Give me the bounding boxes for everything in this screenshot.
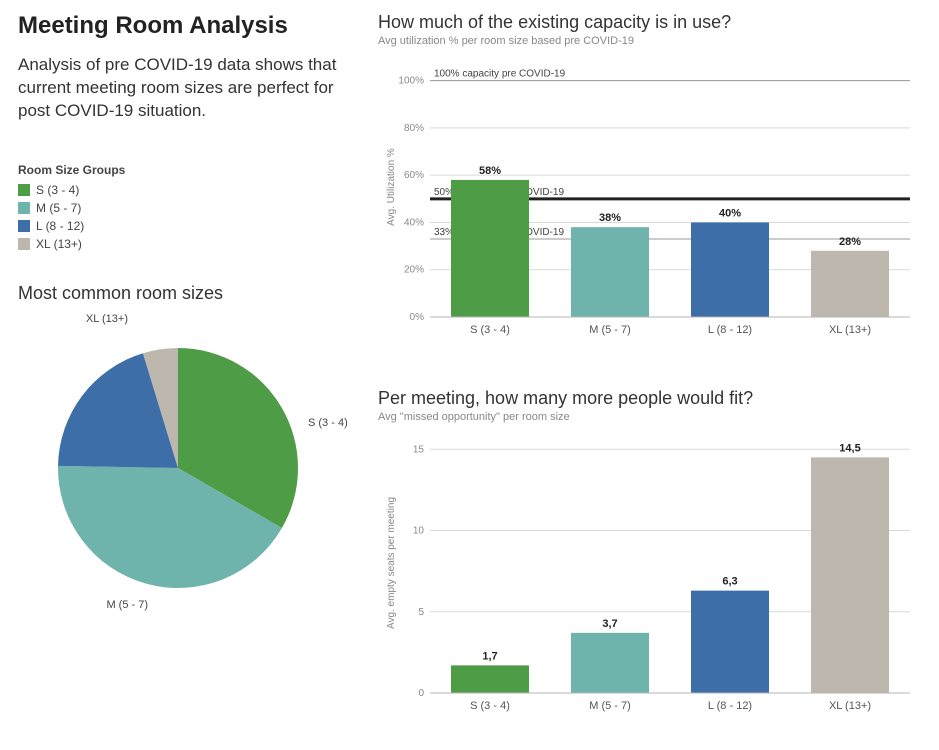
- legend-swatch: [18, 184, 30, 196]
- y-axis-label: Avg. Utilization %: [386, 148, 397, 226]
- left-column: Meeting Room Analysis Analysis of pre CO…: [18, 12, 358, 633]
- bar-category-label: L (8 - 12): [708, 324, 752, 336]
- legend: Room Size Groups S (3 - 4) M (5 - 7) L (8 …: [18, 163, 358, 251]
- y-tick-label: 0: [418, 688, 424, 699]
- bar-value-label: 3,7: [602, 618, 617, 630]
- bar-category-label: XL (13+): [829, 700, 871, 712]
- legend-item: S (3 - 4): [18, 183, 358, 197]
- reference-line-label: 100% capacity pre COVID-19: [434, 69, 566, 80]
- bar-category-label: S (3 - 4): [470, 700, 510, 712]
- legend-item: L (8 - 12): [18, 219, 358, 233]
- pie-slice-label: M (5 - 7): [106, 599, 148, 611]
- bar: [571, 227, 649, 317]
- pie-chart: S (3 - 4)M (5 - 7)L (8 - 12)XL (13+): [18, 308, 358, 628]
- legend-swatch: [18, 220, 30, 232]
- legend-swatch: [18, 238, 30, 250]
- legend-label: M (5 - 7): [36, 201, 81, 215]
- legend-label: L (8 - 12): [36, 219, 84, 233]
- utilization-bar-chart: 0% 20% 40% 60% 80% 100% 100% capacity pre COVI…: [378, 57, 923, 357]
- y-axis-label: Avg. empty seats per meeting: [386, 497, 397, 629]
- y-tick-label: 100%: [398, 76, 424, 87]
- bar: [691, 591, 769, 693]
- y-tick-label: 20%: [404, 265, 424, 276]
- bar: [571, 633, 649, 693]
- legend-title: Room Size Groups: [18, 163, 358, 177]
- legend-label: S (3 - 4): [36, 183, 79, 197]
- pie-slice-label: S (3 - 4): [308, 417, 348, 429]
- legend-label: XL (13+): [36, 237, 82, 251]
- bar-value-label: 1,7: [482, 650, 497, 662]
- bar: [451, 180, 529, 317]
- bar-category-label: M (5 - 7): [589, 700, 631, 712]
- bar: [451, 665, 529, 693]
- bar2-title: Per meeting, how many more people would …: [378, 388, 923, 409]
- y-tick-label: 15: [413, 444, 425, 455]
- empty-seats-bar-chart: 0 5 10 15 1,7 S (3 - 4) 3,7 M (5 - 7) 6,3 L (8 - …: [378, 433, 923, 733]
- y-tick-label: 5: [418, 607, 424, 618]
- legend-item: XL (13+): [18, 237, 358, 251]
- legend-swatch: [18, 202, 30, 214]
- y-tick-label: 60%: [404, 170, 424, 181]
- bar-value-label: 6,3: [722, 576, 737, 588]
- page-title: Meeting Room Analysis: [18, 12, 358, 40]
- bar-value-label: 40%: [719, 207, 741, 219]
- bar-category-label: S (3 - 4): [470, 324, 510, 336]
- bar1-subtitle: Avg utilization % per room size based pr…: [378, 35, 923, 47]
- bar-value-label: 14,5: [839, 442, 860, 454]
- bar: [811, 457, 889, 693]
- legend-item: M (5 - 7): [18, 201, 358, 215]
- bar-category-label: XL (13+): [829, 324, 871, 336]
- bar: [811, 251, 889, 317]
- bar-category-label: M (5 - 7): [589, 324, 631, 336]
- y-tick-label: 80%: [404, 123, 424, 134]
- bar: [691, 222, 769, 317]
- intro-text: Analysis of pre COVID-19 data shows that…: [18, 54, 358, 123]
- bar-value-label: 28%: [839, 236, 861, 248]
- bar1-title: How much of the existing capacity is in …: [378, 12, 923, 33]
- y-tick-label: 40%: [404, 217, 424, 228]
- bar-value-label: 58%: [479, 165, 501, 177]
- bar2-subtitle: Avg "missed opportunity" per room size: [378, 411, 923, 423]
- bar-value-label: 38%: [599, 212, 621, 224]
- y-tick-label: 0%: [410, 312, 425, 323]
- y-tick-label: 10: [413, 526, 425, 537]
- pie-title: Most common room sizes: [18, 283, 358, 304]
- bar-category-label: L (8 - 12): [708, 700, 752, 712]
- right-column: How much of the existing capacity is in …: [378, 12, 923, 738]
- pie-slice-label: XL (13+): [86, 313, 128, 325]
- dashboard: { "header": { "title": "Meeting Room Ana…: [0, 0, 939, 750]
